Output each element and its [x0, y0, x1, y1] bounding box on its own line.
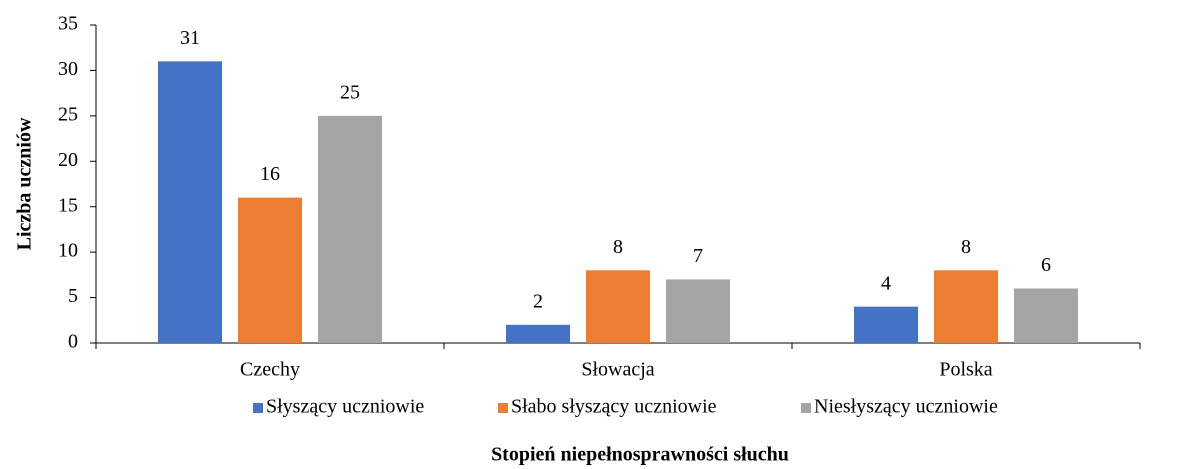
- legend-label: Słabo słyszący uczniowie: [511, 396, 717, 418]
- y-tick-label: 10: [58, 240, 78, 262]
- legend-label: Niesłyszący uczniowie: [814, 396, 998, 418]
- bar: [586, 270, 650, 343]
- data-label: 8: [613, 236, 623, 258]
- data-label: 8: [961, 236, 971, 258]
- bar: [158, 61, 222, 343]
- y-tick-label: 35: [58, 13, 78, 35]
- legend-marker: [498, 403, 508, 413]
- legend-marker: [253, 403, 263, 413]
- x-tick-label: Polska: [939, 359, 992, 381]
- data-label: 31: [180, 27, 200, 49]
- legend-marker: [801, 403, 811, 413]
- data-label: 16: [260, 163, 280, 185]
- y-tick-label: 30: [58, 58, 78, 80]
- y-axis-title: Liczba uczniów: [14, 117, 36, 250]
- x-axis-title: Stopień niepełnosprawności słuchu: [491, 444, 789, 466]
- y-tick-label: 0: [68, 331, 78, 353]
- bar: [506, 324, 570, 343]
- legend-label: Słyszący uczniowie: [266, 396, 424, 418]
- data-label: 25: [340, 81, 360, 103]
- data-label: 7: [693, 245, 703, 267]
- bar: [854, 306, 918, 343]
- data-label: 4: [881, 272, 891, 294]
- x-tick-label: Czechy: [240, 359, 300, 381]
- bar: [666, 279, 730, 343]
- bar: [238, 197, 302, 343]
- data-label: 6: [1041, 254, 1051, 276]
- y-tick-label: 5: [68, 285, 78, 307]
- bar: [934, 270, 998, 343]
- bar: [1014, 288, 1078, 343]
- y-tick-label: 15: [58, 194, 78, 216]
- bar: [318, 115, 382, 343]
- x-tick-label: Słowacja: [581, 359, 654, 381]
- data-label: 2: [533, 290, 543, 312]
- y-tick-label: 20: [58, 149, 78, 171]
- y-tick-label: 25: [58, 103, 78, 125]
